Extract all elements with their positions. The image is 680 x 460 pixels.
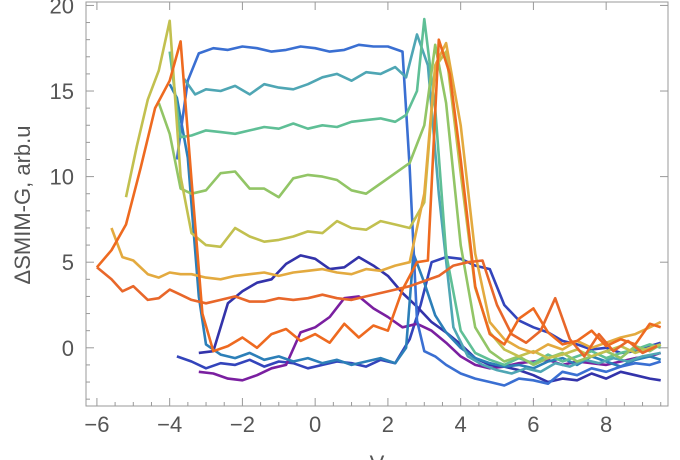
series-layer bbox=[95, 17, 662, 387]
x-tick-label: 6 bbox=[527, 412, 539, 437]
series-line-11 bbox=[96, 259, 658, 358]
tick-layer: −6 −4 −2 0 2 4 6 8 0 5 10 15 20 bbox=[50, 0, 668, 437]
x-tick-label: 2 bbox=[382, 412, 394, 437]
x-tick-label: 4 bbox=[455, 412, 467, 437]
series-line-1 bbox=[176, 255, 662, 370]
plot-frame bbox=[85, 1, 669, 407]
x-tick-label: 0 bbox=[309, 412, 321, 437]
series-line-9 bbox=[124, 19, 662, 360]
series-line-5 bbox=[175, 43, 662, 387]
x-tick-label: −6 bbox=[84, 412, 109, 437]
series-line-2 bbox=[198, 295, 662, 382]
x-tick-label: 8 bbox=[600, 412, 612, 437]
x-axis-label: V bbox=[370, 451, 385, 460]
series-line-8 bbox=[157, 43, 662, 367]
series-line-12 bbox=[95, 38, 662, 353]
y-tick-label: 5 bbox=[62, 250, 74, 275]
y-tick-label: 15 bbox=[50, 79, 74, 104]
x-tick-label: −2 bbox=[230, 412, 255, 437]
y-tick-label: 0 bbox=[62, 336, 74, 361]
series-line-7 bbox=[168, 17, 662, 367]
y-axis-label: ΔSMIM-G, arb.u bbox=[10, 126, 35, 285]
series-line-10 bbox=[110, 41, 662, 355]
x-tick-label: −4 bbox=[157, 412, 182, 437]
series-line-6 bbox=[183, 33, 661, 375]
y-tick-label: 20 bbox=[50, 0, 74, 18]
y-tick-label: 10 bbox=[50, 165, 74, 190]
